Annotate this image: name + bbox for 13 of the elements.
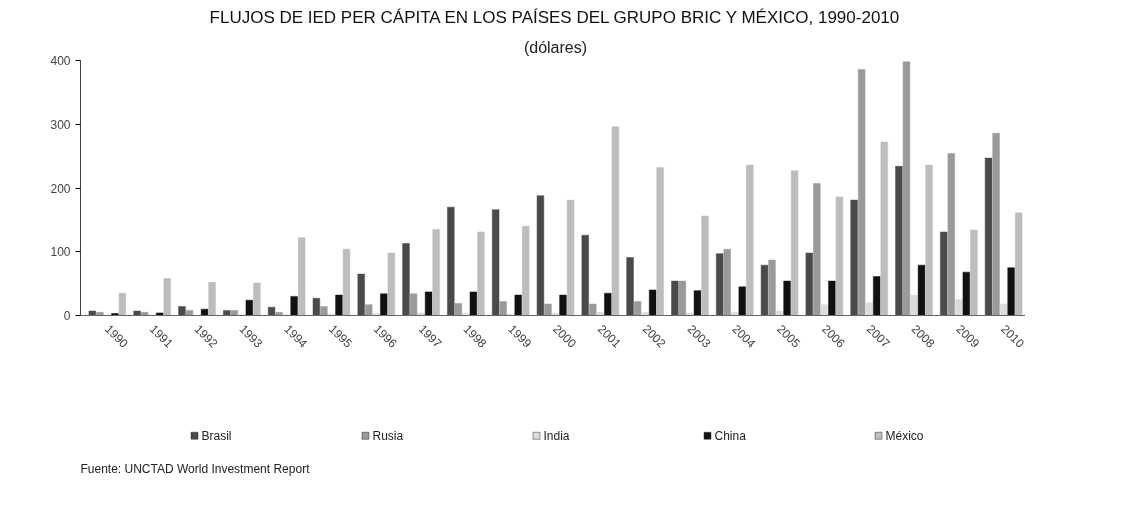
chart-title: FLUJOS DE IED PER CÁPITA EN LOS PAÍSES DEL GRUPO BRIC Y MÉXICO, 1990-2010 bbox=[209, 7, 900, 27]
y-tick-label: 0 bbox=[63, 309, 71, 323]
y-tick-label: 400 bbox=[50, 54, 71, 68]
legend-label: Rusia bbox=[372, 428, 404, 443]
legend-label: China bbox=[714, 428, 747, 443]
y-tick-label: 300 bbox=[50, 117, 71, 132]
source-note: Fuente: UNCTAD World Investment Report bbox=[80, 461, 311, 476]
legend-label: India bbox=[543, 428, 570, 443]
y-tick-label: 100 bbox=[50, 245, 71, 260]
chart-subtitle: (dólares) bbox=[523, 38, 588, 56]
legend-label: Brasil bbox=[201, 428, 232, 443]
legend-label: México bbox=[885, 428, 924, 443]
y-tick-label: 200 bbox=[50, 181, 71, 196]
